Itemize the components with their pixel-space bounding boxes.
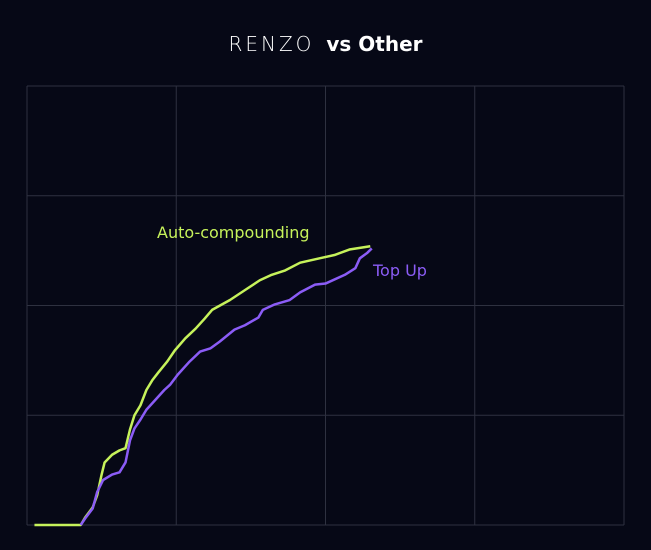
renzo-logo: RENZO (228, 32, 315, 56)
grid (26, 85, 625, 526)
series-label-top-up: Top Up (372, 261, 427, 280)
series-line-auto-compounding (34, 245, 371, 527)
series-label-auto-compounding: Auto-compounding (157, 223, 310, 242)
series-line-top-up (79, 247, 373, 526)
chart-title: RENZO vs Other (0, 32, 651, 56)
series-lines (34, 245, 373, 527)
title-text: vs Other (326, 32, 423, 56)
